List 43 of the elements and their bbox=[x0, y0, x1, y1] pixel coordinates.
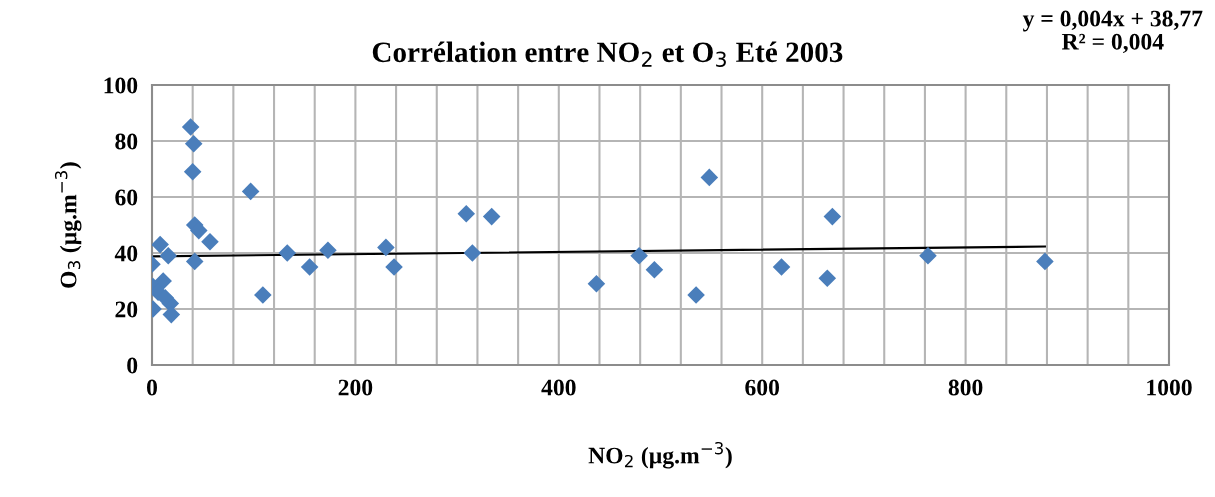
point bbox=[700, 168, 719, 187]
point bbox=[181, 118, 200, 136]
point bbox=[241, 182, 260, 201]
y-tick-label: 80 bbox=[115, 133, 138, 150]
point bbox=[482, 207, 501, 226]
y-tick-label: 0 bbox=[127, 357, 138, 374]
y-tick-label: 40 bbox=[114, 245, 138, 262]
point bbox=[377, 238, 395, 257]
point bbox=[152, 235, 169, 254]
point bbox=[319, 241, 337, 259]
point bbox=[818, 269, 837, 287]
point bbox=[278, 244, 297, 262]
x-tick-label: 200 bbox=[338, 379, 373, 396]
point bbox=[823, 207, 842, 226]
x-tick-label: 400 bbox=[541, 379, 576, 396]
point bbox=[184, 135, 203, 153]
point bbox=[201, 233, 219, 251]
y-axis-title: O$_{3}$ (µg.m$^{−3}$) bbox=[54, 162, 82, 288]
point bbox=[159, 247, 178, 265]
point bbox=[463, 244, 482, 262]
point bbox=[254, 286, 272, 304]
x-tick-label: 0 bbox=[147, 379, 157, 396]
x-tick-label: 1000 bbox=[1147, 379, 1192, 396]
chart-title: Corrélation entre NO$_{2}$ et O$_{3}$ Eté 2003 bbox=[372, 41, 843, 67]
x-tick-label: 600 bbox=[745, 379, 780, 396]
point bbox=[457, 205, 476, 223]
point bbox=[687, 286, 705, 304]
y-tick-label: 60 bbox=[115, 189, 138, 206]
point bbox=[183, 163, 202, 181]
point bbox=[772, 258, 791, 276]
x-tick-label: 800 bbox=[948, 379, 983, 396]
y-tick-label: 20 bbox=[115, 301, 138, 318]
point bbox=[630, 247, 648, 265]
text: y = 0,004x + 38,77 R² = 0,004 bbox=[1022, 10, 1203, 54]
point bbox=[645, 261, 664, 279]
point bbox=[300, 258, 319, 276]
point bbox=[385, 258, 403, 276]
point bbox=[1036, 252, 1054, 271]
y-tick-label: 100 bbox=[104, 77, 138, 94]
point bbox=[587, 275, 606, 293]
x-axis-title: NO$_{2}$ (µg.m$^{−3}$) bbox=[588, 441, 732, 469]
point bbox=[919, 247, 937, 265]
point bbox=[185, 252, 204, 271]
